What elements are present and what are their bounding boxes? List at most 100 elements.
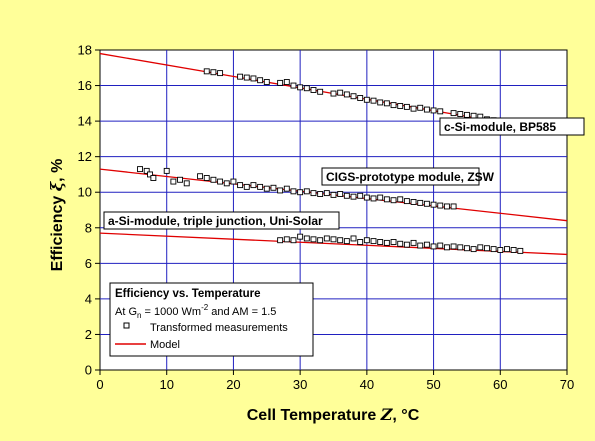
data-point [397,103,404,109]
data-point [137,166,143,173]
data-point [243,74,250,81]
data-point [263,79,270,85]
data-point [403,198,410,205]
series-label-c-si: c-Si-module, BP585 [439,117,585,136]
data-point [383,100,390,107]
data-point [277,187,284,194]
x-tick-label: 40 [360,377,374,392]
data-point [357,239,364,245]
data-point [177,176,184,183]
data-point [370,97,377,104]
data-point [463,245,470,252]
data-point [237,182,244,189]
data-point [250,182,257,189]
data-point [430,107,437,114]
legend-condition-sup: -2 [201,303,209,312]
data-point [417,242,424,249]
data-point [203,68,210,75]
data-point [350,193,357,200]
data-point [257,77,264,84]
x-axis-title: Cell Temperature Z, °C [247,405,420,424]
y-axis-title-main: Efficiency [49,191,66,271]
data-point [450,203,457,210]
series-label-box [103,211,340,230]
y-axis-title: Efficiency ξ, % [47,159,66,272]
data-point [343,192,350,199]
data-point [270,184,277,191]
data-point [290,237,297,244]
legend-condition-post: and AM = 1.5 [208,306,276,318]
data-point [337,237,344,244]
data-point [377,239,384,245]
y-tick-label: 8 [85,220,92,235]
legend-box [109,282,314,357]
data-point [377,194,384,201]
data-point [504,246,510,253]
x-axis-title-symbol: Z [380,405,394,424]
legend-conditions: At Gn = 1000 Wm-2 and AM = 1.5 [115,303,276,320]
data-point [223,180,230,187]
data-point [357,95,364,101]
data-point [217,70,224,77]
x-tick-label: 20 [226,377,240,392]
data-point [310,236,317,243]
data-point [370,238,377,245]
legend-condition-pre: At G [115,306,137,318]
data-point [363,194,370,201]
data-markers [137,68,524,254]
data-point [170,178,177,185]
x-tick-label: 10 [159,377,173,392]
y-tick-label: 16 [78,78,92,93]
data-point [450,110,457,117]
data-point [497,247,504,253]
data-point [290,188,297,195]
legend-entry-model: Model [150,339,180,351]
legend-condition-sub: n [137,311,141,320]
data-point [457,244,464,251]
data-point [457,111,464,117]
legend-marker-icon [123,322,130,329]
y-tick-marks [95,49,100,371]
x-axis-title-main: Cell Temperature [247,407,381,424]
data-point [397,196,404,203]
data-point [303,188,310,195]
y-tick-label: 18 [78,43,92,58]
data-point [443,203,450,210]
series-label-text: a-Si-module, triple junction, Uni-Solar [108,214,323,228]
data-point [303,85,310,92]
y-axis-title-unit: , % [49,159,66,182]
legend-condition-mid: = 1000 Wm [141,306,201,318]
x-tick-label: 60 [493,377,507,392]
data-point [330,90,337,97]
y-axis-title-symbol: ξ [47,180,66,191]
x-tick-label: 30 [293,377,307,392]
data-point [390,197,397,204]
data-point [183,180,190,187]
data-point [363,96,370,103]
data-point [317,88,324,95]
data-point [330,191,337,198]
data-point [323,190,330,197]
data-point [450,243,457,250]
data-point [377,99,384,106]
data-point [317,191,324,197]
data-point [417,104,424,111]
data-point [237,73,244,80]
data-point [283,185,290,192]
y-tick-label: 12 [78,149,92,164]
data-point [423,241,430,248]
x-tick-label: 0 [96,377,103,392]
data-point [257,183,264,190]
data-point [390,102,397,109]
series-label-a-si: a-Si-module, triple junction, Uni-Solar [103,211,340,230]
data-point [350,235,357,242]
data-point [397,240,404,247]
data-point [243,183,250,190]
data-point [383,196,390,203]
data-point [150,175,157,181]
data-point [277,237,284,244]
data-point [510,247,517,253]
data-point [363,237,370,244]
data-point [383,239,390,246]
